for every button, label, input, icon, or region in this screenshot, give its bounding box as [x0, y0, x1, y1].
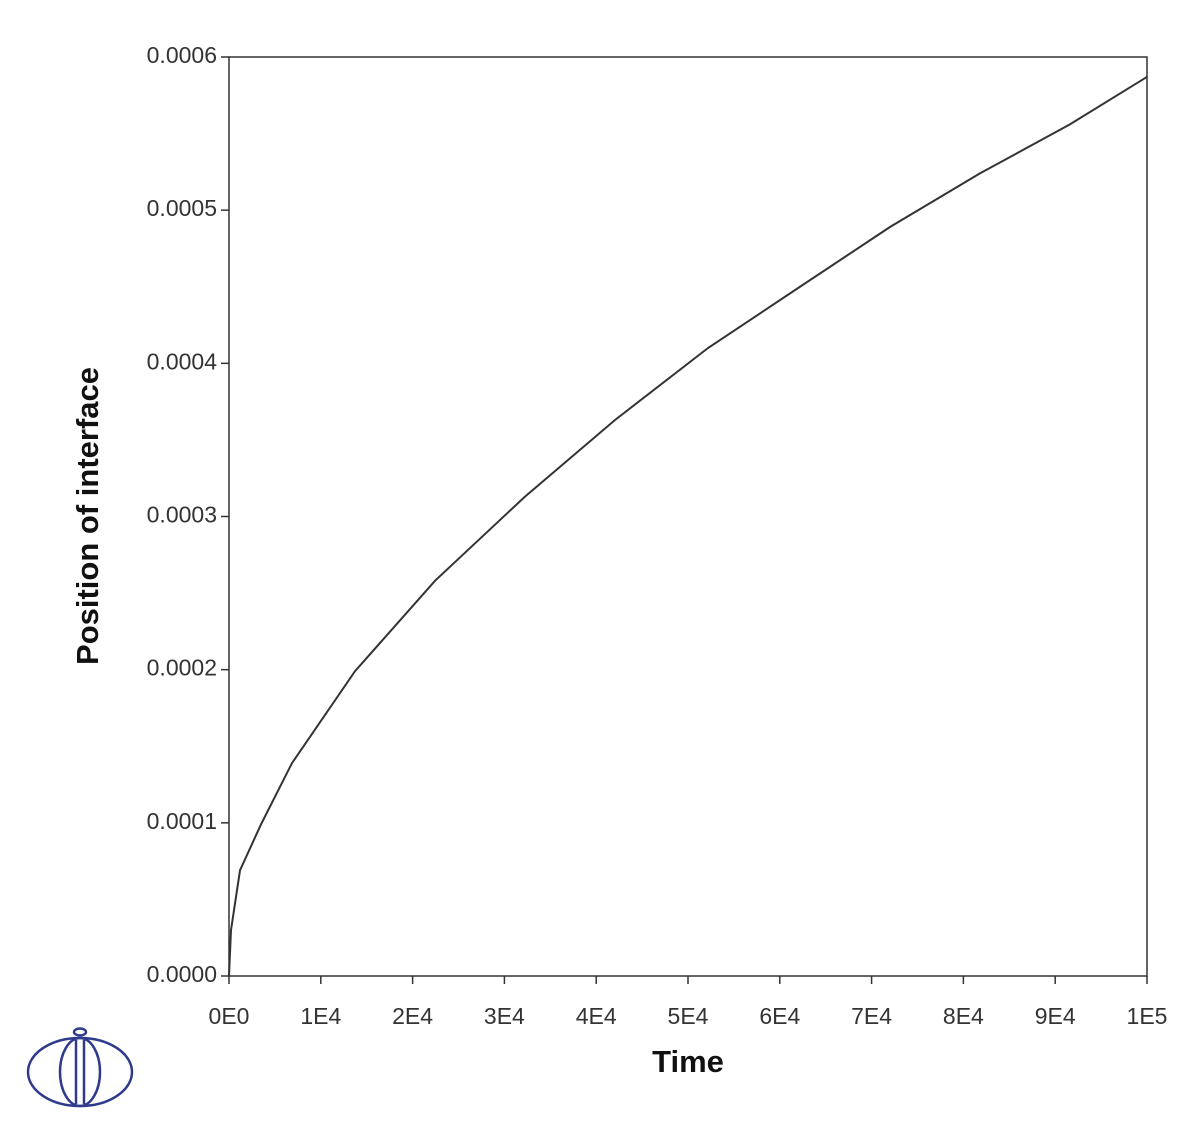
x-tick-label: 9E4 [1035, 1003, 1076, 1029]
plot-frame [228, 56, 1148, 977]
x-tick-label: 0E0 [209, 1003, 250, 1029]
y-tick-label: 0.0002 [147, 655, 217, 681]
x-tick-label: 8E4 [943, 1003, 984, 1029]
data-line [228, 76, 1148, 977]
y-tick-label: 0.0006 [147, 42, 217, 68]
x-tick-label: 4E4 [576, 1003, 617, 1029]
x-tick-label: 3E4 [484, 1003, 525, 1029]
x-tick-label: 2E4 [392, 1003, 433, 1029]
x-axis-title: Time [652, 1044, 724, 1079]
x-tick-label: 1E4 [300, 1003, 341, 1029]
y-tick-label: 0.0004 [147, 348, 218, 374]
x-tick-label: 7E4 [851, 1003, 892, 1029]
x-tick-label: 5E4 [668, 1003, 709, 1029]
y-tick-label: 0.0001 [147, 808, 217, 834]
y-tick-label: 0.0005 [147, 195, 217, 221]
y-tick-label: 0.0000 [147, 961, 217, 987]
x-tick-label: 1E5 [1127, 1003, 1168, 1029]
logo [26, 1027, 134, 1108]
y-axis-title: Position of interface [70, 367, 105, 665]
x-tick-label: 6E4 [759, 1003, 800, 1029]
y-tick-label: 0.0003 [147, 502, 217, 528]
